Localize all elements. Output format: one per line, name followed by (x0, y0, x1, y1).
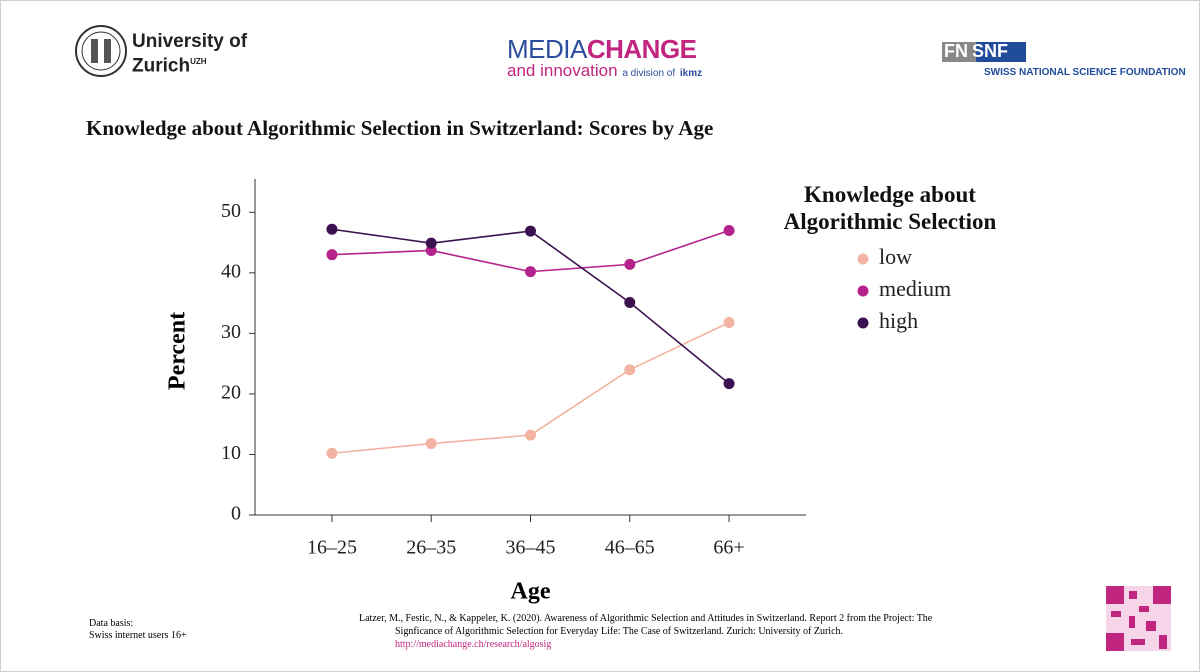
series-line (331, 229, 730, 273)
point (624, 258, 636, 270)
uzh-name: University of ZurichUZH (132, 32, 247, 76)
y-tick-label: 20 (221, 382, 241, 404)
citation-text: Latzer, M., Festic, N., & Kappeler, K. (… (359, 613, 933, 637)
point (326, 223, 338, 235)
legend-label: medium (879, 276, 951, 301)
citation-link[interactable]: http://mediachange.ch/research/algosig (395, 639, 552, 650)
innovation-line: and innovation a division of ikmz (507, 61, 702, 81)
legend-swatch (857, 285, 869, 297)
y-tick-label: 50 (221, 200, 241, 222)
x-tick-label: 16–25 (307, 537, 357, 559)
point (425, 438, 437, 450)
point (723, 224, 735, 236)
x-tick-label: 36–45 (506, 537, 556, 559)
point (624, 297, 636, 309)
point (525, 225, 536, 237)
y-axis-label: Percent (165, 312, 191, 390)
snsf: SWISS NATIONAL SCIENCE FOUNDATION (984, 67, 1186, 78)
citation: Latzer, M., Festic, N., & Kappeler, K. (… (359, 612, 975, 651)
division: a division of (622, 68, 676, 79)
change: CHANGE (586, 34, 697, 64)
x-tick-label: 66+ (713, 537, 744, 559)
chart-title: Knowledge about Algorithmic Selection in… (86, 116, 714, 140)
uzh-seal (75, 25, 127, 77)
point (326, 249, 338, 261)
data-basis-label: Data basis: (89, 618, 134, 629)
legend-title: Knowledge about Algorithmic Selection (783, 182, 997, 234)
snf: SNF (972, 41, 1008, 61)
mediachange-logo: MEDIACHANGE (507, 34, 697, 64)
point (425, 237, 437, 249)
point (624, 364, 636, 376)
point (723, 378, 735, 390)
snf-box (976, 42, 1026, 62)
innovation: and innovation (507, 61, 618, 80)
fn-box (942, 42, 976, 62)
y-tick-label: 0 (231, 503, 241, 525)
x-axis-label: Age (511, 579, 551, 605)
fn: FN (944, 41, 968, 61)
data-basis-text: Swiss internet users 16+ (89, 630, 187, 641)
uzh-sup: UZH (190, 57, 207, 66)
legend-label: high (879, 308, 918, 333)
point (723, 316, 735, 328)
y-tick-label: 10 (221, 442, 241, 464)
qr-code (1106, 586, 1171, 651)
uzh-line-2: Zurich (132, 55, 191, 77)
ikmz: ikmz (679, 68, 703, 79)
y-tick-label: 30 (221, 321, 241, 343)
uzh-line-1: University of (132, 31, 248, 52)
y-tick-label: 40 (221, 260, 241, 282)
legend-swatch (857, 317, 869, 329)
point (525, 266, 536, 278)
fnsnf: FN SNF (944, 41, 1008, 62)
point (326, 447, 338, 459)
point (525, 429, 536, 441)
media: MEDIA (507, 34, 587, 64)
x-tick-label: 26–35 (406, 537, 456, 559)
legend-swatch (857, 253, 869, 265)
x-tick-label: 46–65 (605, 537, 655, 559)
legend-label: low (879, 244, 912, 269)
data-basis: Data basis: Swiss internet users 16+ (89, 618, 187, 642)
